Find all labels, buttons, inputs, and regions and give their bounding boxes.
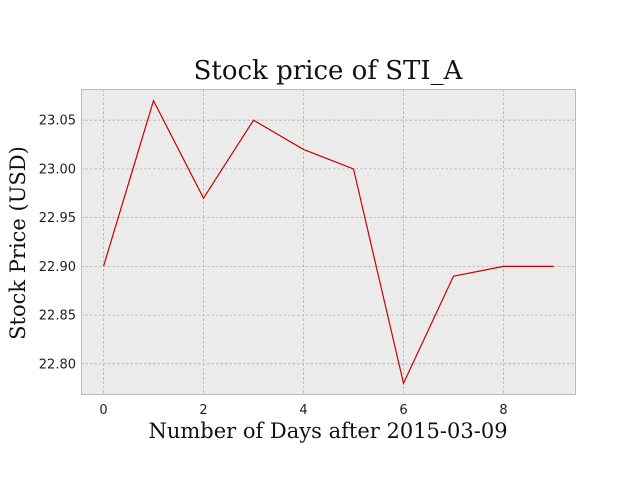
y-tick-label: 23.00 [39,162,76,177]
plot-area [81,89,576,395]
chart-title: Stock price of STI_A [194,56,464,86]
x-tick-label: 0 [99,403,107,418]
series-line [102,99,554,386]
x-tick-label: 4 [299,403,307,418]
axis-ticks: 0 2 4 6 8 22.80 22.85 22.90 22.95 23.00 23.05 [39,114,508,418]
x-tick-label: 8 [499,403,507,418]
x-axis-label: Number of Days after 2015-03-09 [148,419,507,443]
y-tick-label: 22.85 [39,309,76,324]
y-axis-label: Stock Price (USD) [6,146,30,340]
plot-frame [81,89,576,395]
x-tick-label: 6 [399,403,407,418]
series-layer [102,99,554,386]
y-tick-label: 22.95 [39,211,76,226]
y-tick-label: 22.90 [39,260,76,275]
y-tick-label: 23.05 [39,114,76,129]
x-tick-label: 2 [199,403,207,418]
y-tick-label: 22.80 [39,357,76,372]
